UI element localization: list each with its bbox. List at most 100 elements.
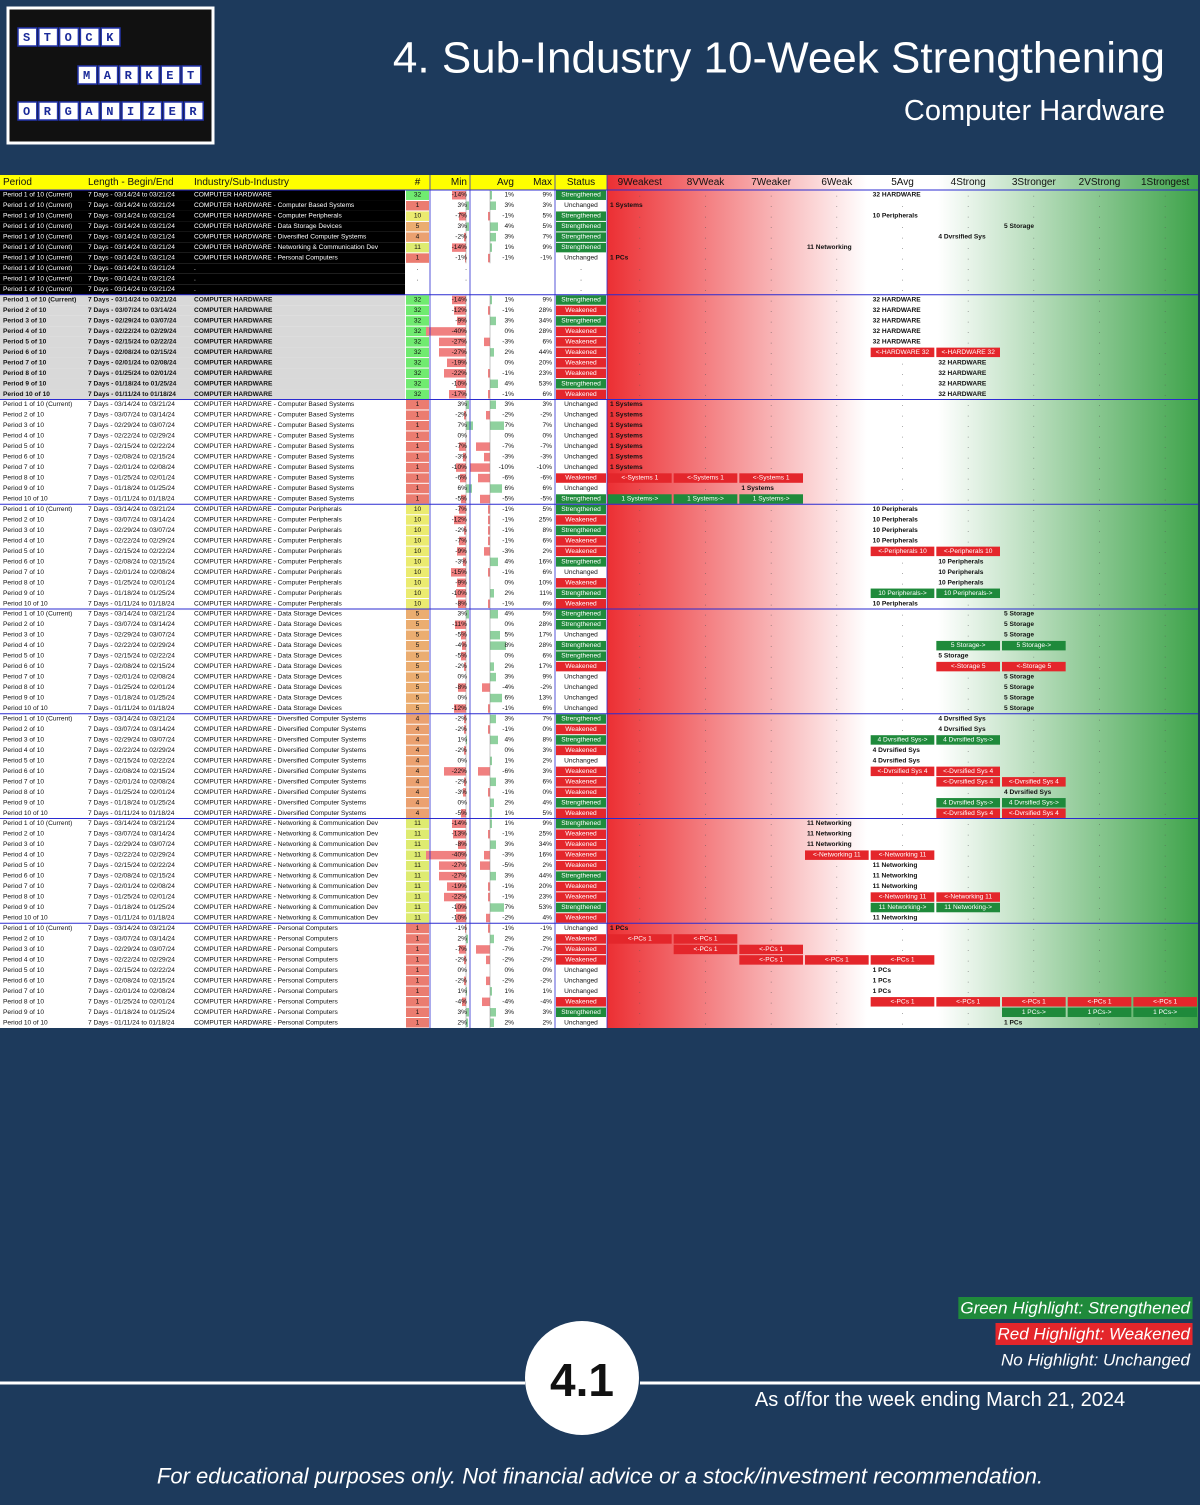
cell: Weakened — [565, 768, 597, 775]
cell: 4 — [416, 715, 420, 722]
bin-cell: . — [1164, 475, 1166, 482]
bin-cell: . — [1099, 873, 1101, 880]
cell: COMPUTER HARDWARE - Personal Computers — [194, 935, 338, 942]
bin-cell: . — [967, 192, 969, 199]
cell: 5% — [504, 632, 514, 639]
cell: COMPUTER HARDWARE - Computer Based Syste… — [194, 443, 355, 450]
bin-cell: . — [705, 265, 707, 272]
bin-cell: . — [770, 443, 772, 450]
bin-cell: . — [1164, 894, 1166, 901]
bin-cell: . — [836, 527, 838, 534]
cell: 11 — [414, 873, 421, 880]
bin-cell: . — [836, 663, 838, 670]
cell: 3% — [542, 401, 552, 408]
cell: -5% — [455, 810, 467, 817]
cell: COMPUTER HARDWARE - Personal Computers — [194, 255, 338, 262]
avg-bar — [486, 977, 490, 985]
cell: COMPUTER HARDWARE - Computer Based Syste… — [194, 496, 355, 503]
bin-cell: . — [639, 778, 641, 785]
cell: 7% — [542, 715, 552, 722]
cell: 0% — [457, 799, 467, 806]
bin-cell: . — [705, 831, 707, 838]
avg-bar — [490, 662, 494, 670]
cell: -1% — [502, 569, 514, 576]
bin-cell: . — [1033, 548, 1035, 555]
bin-cell: . — [639, 244, 641, 251]
column-header: 9Weakest — [618, 177, 663, 188]
cell: Period 2 of 10 — [3, 621, 44, 628]
avg-bar — [478, 767, 490, 775]
cell: 7 Days - 02/22/24 to 02/29/24 — [88, 433, 175, 440]
cell: -2% — [455, 715, 467, 722]
cell: 6% — [542, 600, 552, 607]
cell: 5 — [416, 642, 420, 649]
cell: 2% — [542, 1019, 552, 1026]
bin-cell: . — [770, 642, 772, 649]
bin-cell: . — [770, 915, 772, 922]
bin-cell: . — [770, 192, 772, 199]
cell: Period 6 of 10 — [3, 663, 44, 670]
bin-cell: . — [639, 789, 641, 796]
cell: 28% — [539, 642, 552, 649]
avg-bar — [490, 1008, 496, 1016]
cell: Period 2 of 10 — [3, 412, 44, 419]
avg-bar — [490, 935, 494, 943]
bin-cell: . — [967, 600, 969, 607]
cell: 7 Days - 02/08/24 to 02/15/24 — [88, 349, 177, 356]
cell: 7 Days - 03/07/24 to 03/14/24 — [88, 516, 175, 523]
cell: 32 — [414, 307, 422, 314]
cell: 5 — [416, 632, 420, 639]
cell: -4% — [455, 642, 467, 649]
bin-cell: . — [836, 475, 838, 482]
cell: 7 Days - 01/18/24 to 01/25/24 — [88, 904, 175, 911]
bin-cell: . — [1164, 611, 1166, 618]
bin-cell: 5 Storage-> — [951, 642, 986, 649]
cell: 7% — [504, 422, 514, 429]
bin-cell: . — [902, 705, 904, 712]
cell: 7 Days - 02/15/24 to 02/22/24 — [88, 967, 175, 974]
avg-bar — [490, 222, 498, 230]
avg-bar — [490, 191, 492, 199]
bin-cell: . — [836, 946, 838, 953]
bin-cell: . — [705, 349, 707, 356]
bin-cell: . — [705, 674, 707, 681]
cell: 7 Days - 01/18/24 to 01/25/24 — [88, 590, 175, 597]
avg-bar — [490, 799, 494, 807]
cell: Strengthened — [561, 736, 601, 743]
cell: 2% — [542, 548, 552, 555]
bin-cell: . — [902, 223, 904, 230]
bin-cell: . — [967, 820, 969, 827]
bin-cell: . — [836, 349, 838, 356]
bin-cell: 4 Dvrsified Sys-> — [877, 736, 927, 743]
bin-cell: . — [836, 768, 838, 775]
bin-cell: . — [1164, 663, 1166, 670]
cell: 4 — [416, 810, 420, 817]
bin-cell: . — [967, 516, 969, 523]
bin-cell: . — [705, 747, 707, 754]
cell: 7 Days - 02/15/24 to 02/22/24 — [88, 757, 175, 764]
bin-cell: . — [902, 401, 904, 408]
bin-cell: . — [1164, 915, 1166, 922]
cell: 7 Days - 02/01/24 to 02/08/24 — [88, 569, 175, 576]
cell: 7 Days - 02/01/24 to 02/08/24 — [88, 883, 175, 890]
cell: 11 — [414, 904, 421, 911]
column-header: Status — [567, 177, 595, 188]
avg-bar — [488, 526, 490, 534]
bin-cell: . — [1099, 841, 1101, 848]
bin-cell: . — [1033, 317, 1035, 324]
cell: Strengthened — [561, 244, 601, 251]
bin-cell: 1 Systems — [610, 454, 643, 461]
cell: -1% — [502, 600, 514, 607]
bin-cell: . — [770, 778, 772, 785]
cell: Period 3 of 10 — [3, 422, 44, 429]
avg-bar — [490, 903, 504, 911]
cell: COMPUTER HARDWARE - Diversified Computer… — [194, 736, 367, 743]
bin-cell: . — [902, 380, 904, 387]
bin-cell: . — [1033, 946, 1035, 953]
avg-bar — [490, 380, 498, 388]
bin-cell: . — [836, 202, 838, 209]
bin-cell: . — [639, 757, 641, 764]
cell: 2% — [504, 1019, 514, 1026]
bin-cell: . — [1164, 506, 1166, 513]
cell: Weakened — [565, 328, 597, 335]
